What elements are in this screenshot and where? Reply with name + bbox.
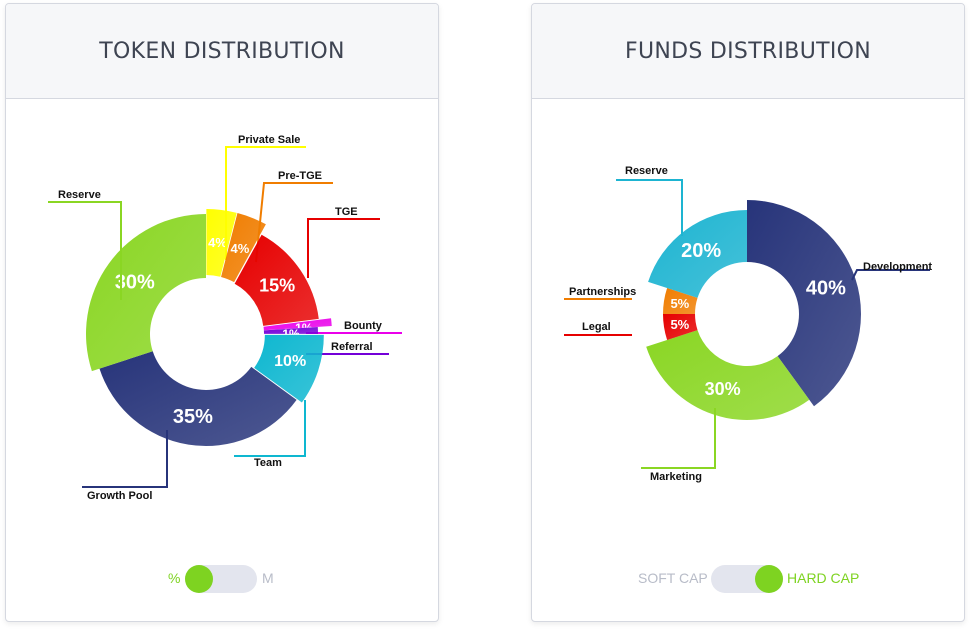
callout-label-private-sale: Private Sale	[238, 134, 300, 146]
slice-value-partnerships: 5%	[670, 296, 689, 311]
slice-reserve	[648, 210, 747, 298]
slice-marketing	[646, 330, 810, 420]
slice-partnerships	[663, 288, 698, 314]
callout-label-legal: Legal	[582, 321, 611, 333]
callout-line-marketing	[641, 408, 716, 469]
slice-private-sale	[206, 209, 237, 277]
slice-value-team: 10%	[274, 353, 306, 370]
callout-label-referral: Referral	[331, 341, 373, 353]
slice-team	[254, 334, 324, 403]
percent-toggle-label[interactable]: %	[168, 570, 181, 586]
slice-pre-tge	[221, 213, 266, 283]
slice-legal	[663, 314, 698, 340]
cap-toggle-switch[interactable]	[711, 565, 783, 593]
callout-label-development: Development	[863, 261, 932, 273]
slice-reserve	[86, 214, 206, 372]
slice-value-private-sale: 4%	[208, 235, 227, 250]
hard-cap-toggle-label[interactable]: HARD CAP	[787, 570, 860, 586]
slice-value-reserve: 30%	[115, 271, 155, 293]
callout-line-pre-tge	[255, 182, 333, 263]
funds-cap-toggle-row: SOFT CAP HARD CAP	[532, 563, 964, 593]
callout-label-reserve: Reserve	[58, 189, 101, 201]
slice-value-development: 40%	[806, 277, 846, 299]
callout-line-development	[851, 269, 930, 281]
callout-line-growth-pool	[82, 430, 168, 488]
slice-bounty	[263, 318, 332, 331]
toggle-knob[interactable]	[755, 565, 783, 593]
callout-line-reserve	[616, 179, 683, 236]
token-donut-chart: 4%Private Sale4%Pre-TGE15%TGE1%Bounty1%R…	[48, 134, 402, 502]
callout-label-reserve: Reserve	[625, 165, 668, 177]
token-unit-toggle-row: % M	[6, 563, 438, 593]
callout-line-reserve	[48, 201, 122, 300]
slice-growth-pool	[99, 351, 297, 446]
toggle-knob[interactable]	[185, 565, 213, 593]
funds-card-header: FUNDS DISTRIBUTION	[532, 4, 964, 99]
slice-referral	[263, 327, 318, 334]
slice-value-legal: 5%	[670, 317, 689, 332]
slice-value-marketing: 30%	[705, 379, 741, 399]
millions-toggle-label[interactable]: M	[262, 570, 274, 586]
callout-label-growth-pool: Growth Pool	[87, 490, 152, 502]
callout-label-pre-tge: Pre-TGE	[278, 170, 322, 182]
slice-value-reserve: 20%	[681, 240, 721, 262]
callout-line-team	[234, 400, 306, 457]
slice-development	[747, 200, 861, 407]
callout-label-marketing: Marketing	[650, 471, 702, 483]
soft-cap-toggle-label[interactable]: SOFT CAP	[638, 570, 708, 586]
token-card-header: TOKEN DISTRIBUTION	[6, 4, 438, 99]
callout-label-team: Team	[254, 457, 282, 469]
funds-distribution-card: FUNDS DISTRIBUTION 40% Development 30% Mark…	[531, 3, 965, 622]
token-card-title: TOKEN DISTRIBUTION	[99, 38, 345, 64]
slice-value-growth-pool: 35%	[173, 406, 213, 428]
callout-line-private-sale	[225, 146, 306, 260]
callout-line-tge	[307, 218, 380, 278]
slice-value-tge: 15%	[259, 276, 295, 296]
unit-toggle-switch[interactable]	[185, 565, 257, 593]
token-distribution-card: TOKEN DISTRIBUTION 4% Private Sale 4% Pre-T…	[5, 3, 439, 622]
slice-value-pre-tge: 4%	[230, 241, 249, 256]
funds-donut-chart: 40% Development 30% Marketing 5% Legal 5% Partn…	[564, 165, 932, 483]
slice-tge	[234, 234, 319, 326]
funds-card-title: FUNDS DISTRIBUTION	[624, 38, 871, 64]
callout-label-tge: TGE	[335, 206, 358, 218]
callout-label-bounty: Bounty	[344, 320, 383, 332]
callout-label-partnerships: Partnerships	[569, 286, 636, 298]
